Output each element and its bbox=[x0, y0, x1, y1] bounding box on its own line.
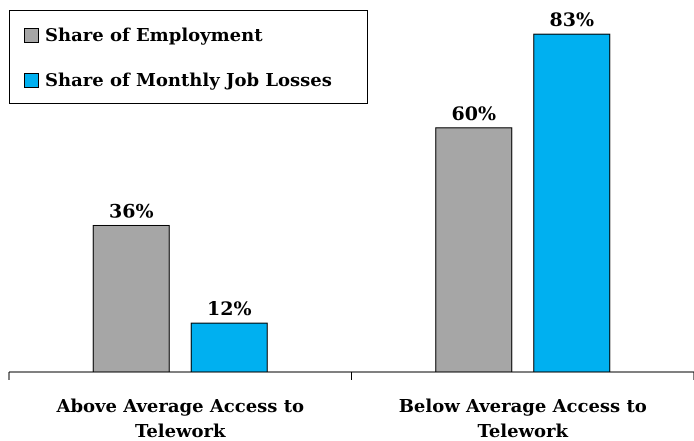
bar bbox=[435, 127, 513, 373]
bar bbox=[92, 224, 170, 373]
x-tick-label: Below Average Access to bbox=[399, 396, 647, 417]
data-label: 83% bbox=[550, 9, 595, 31]
data-label: 60% bbox=[452, 103, 497, 125]
legend-label-share-of-employment: Share of Employment bbox=[45, 25, 263, 46]
x-tick-label: Telework bbox=[135, 421, 226, 441]
legend-label-share-of-monthly-job-losses: Share of Monthly Job Losses bbox=[45, 70, 332, 91]
data-label: 36% bbox=[109, 200, 154, 222]
legend-swatch-share-of-employment bbox=[24, 28, 39, 43]
legend: Share of Employment Share of Monthly Job… bbox=[9, 10, 368, 104]
bar bbox=[533, 33, 611, 373]
x-tick-label: Telework bbox=[477, 421, 568, 441]
legend-item-share-of-monthly-job-losses: Share of Monthly Job Losses bbox=[24, 70, 332, 91]
bar bbox=[190, 322, 268, 373]
data-label: 12% bbox=[207, 298, 252, 320]
legend-swatch-share-of-monthly-job-losses bbox=[24, 73, 39, 88]
legend-item-share-of-employment: Share of Employment bbox=[24, 25, 263, 46]
x-tick-label: Above Average Access to bbox=[55, 396, 304, 417]
